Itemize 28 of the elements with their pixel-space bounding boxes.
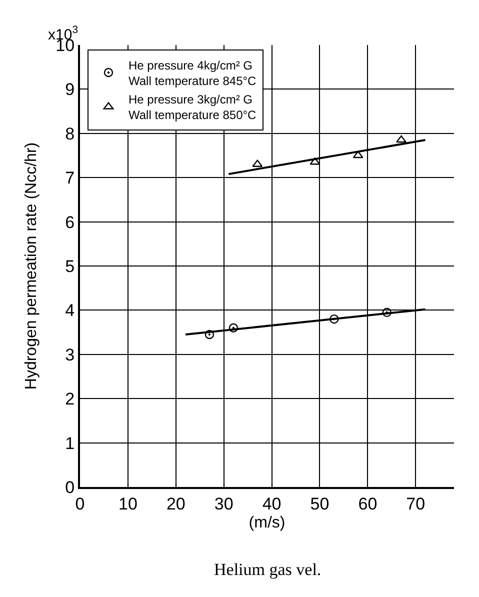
y-axis-title: Hydrogen permeation rate (Ncc/hr) bbox=[23, 142, 40, 390]
point bbox=[228, 323, 238, 332]
point bbox=[352, 150, 364, 158]
y-tick-label: 7 bbox=[65, 168, 75, 188]
x-tick-label: 20 bbox=[166, 494, 186, 514]
y-tick-label: 5 bbox=[65, 256, 75, 276]
x-tick-label: 10 bbox=[118, 494, 138, 514]
y-tick-label: 8 bbox=[65, 124, 75, 144]
x-tick-label: 50 bbox=[310, 494, 330, 514]
text: Helium gas vel. bbox=[214, 560, 322, 579]
y-tick-label: 9 bbox=[65, 80, 75, 100]
point bbox=[330, 314, 339, 324]
point bbox=[396, 135, 406, 143]
x-tick-label: 60 bbox=[358, 494, 378, 514]
x-tick-label: 30 bbox=[214, 494, 234, 514]
y-tick-label: 6 bbox=[65, 212, 75, 232]
y-tick-label: 4 bbox=[65, 301, 75, 320]
legend-label: He pressure 4kg/cm² G Wall temperature 845°C bbox=[128, 58, 257, 88]
point bbox=[382, 308, 392, 318]
legend-label: He pressure 3kg/cm² G Wall temperature 850°C bbox=[128, 92, 257, 122]
point bbox=[204, 330, 214, 340]
x-tick-label: 70 bbox=[406, 494, 426, 514]
y-tick-label: 0 bbox=[65, 478, 75, 497]
x-tick-label: 40 bbox=[262, 494, 282, 514]
y-tick-label: 2 bbox=[65, 390, 75, 409]
y-tick-label: 1 bbox=[65, 434, 75, 453]
y-tick-label: 3 bbox=[65, 345, 75, 364]
x-axis-title: (m/s) bbox=[248, 514, 286, 532]
